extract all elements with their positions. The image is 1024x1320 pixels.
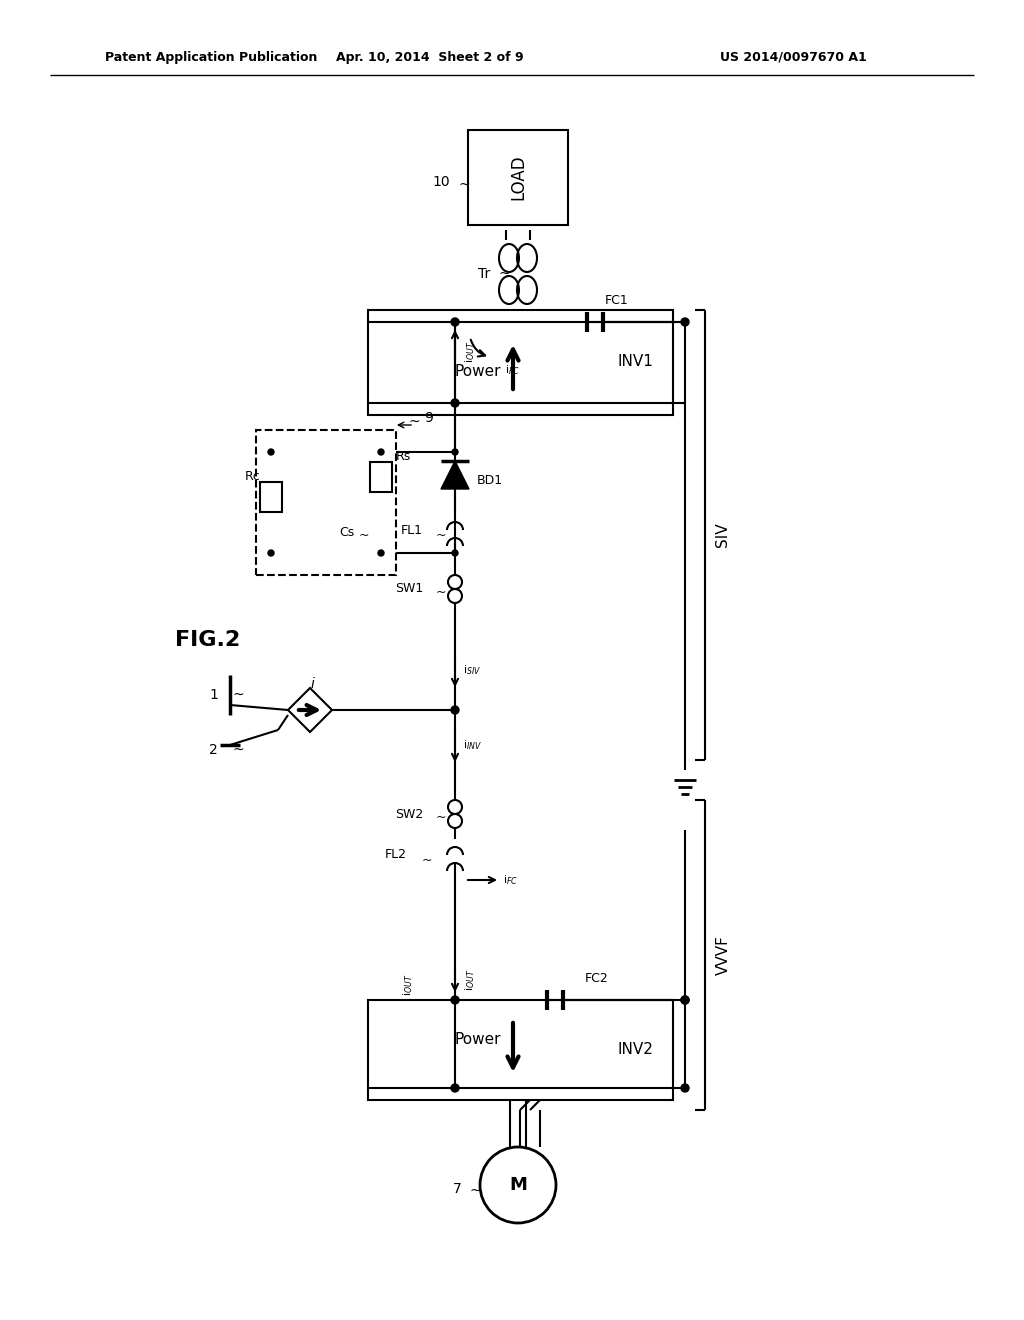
Circle shape: [451, 997, 459, 1005]
Text: i$_{INV}$: i$_{INV}$: [463, 738, 482, 752]
Circle shape: [681, 1084, 689, 1092]
Text: 9: 9: [424, 411, 433, 425]
Text: ~: ~: [232, 743, 244, 756]
Bar: [370, 462, 392, 492]
Text: ~: ~: [499, 267, 510, 281]
Text: i$_{OUT}$: i$_{OUT}$: [463, 341, 477, 363]
Text: Power: Power: [455, 364, 502, 380]
Text: ~: ~: [458, 178, 470, 191]
Text: SW2: SW2: [394, 808, 423, 821]
Text: FL2: FL2: [385, 849, 407, 862]
Text: FL1: FL1: [401, 524, 423, 536]
Bar: [260, 482, 282, 512]
Text: 2: 2: [209, 743, 218, 756]
Text: Rc: Rc: [246, 470, 261, 483]
Text: i$_{FC}$: i$_{FC}$: [505, 363, 520, 378]
Text: ~: ~: [469, 1184, 481, 1199]
Text: INV1: INV1: [617, 355, 653, 370]
Text: i$_{OUT}$: i$_{OUT}$: [463, 969, 477, 991]
Text: 7: 7: [454, 1181, 462, 1196]
Bar: [368, 310, 673, 414]
Text: M: M: [509, 1176, 527, 1195]
Text: Patent Application Publication: Patent Application Publication: [105, 50, 317, 63]
Text: i$_{FC}$: i$_{FC}$: [503, 873, 518, 887]
Text: i$_{SIV}$: i$_{SIV}$: [463, 663, 481, 677]
Text: INV2: INV2: [617, 1043, 653, 1057]
Text: Tr: Tr: [478, 267, 490, 281]
Polygon shape: [441, 461, 469, 488]
Circle shape: [451, 706, 459, 714]
Text: 1: 1: [209, 688, 218, 702]
Bar: [368, 1001, 673, 1100]
Circle shape: [451, 399, 459, 407]
Text: Apr. 10, 2014  Sheet 2 of 9: Apr. 10, 2014 Sheet 2 of 9: [336, 50, 524, 63]
Circle shape: [681, 318, 689, 326]
Text: Power: Power: [455, 1032, 502, 1048]
Text: ~: ~: [436, 810, 446, 824]
Text: ~: ~: [436, 586, 446, 598]
Text: 10: 10: [432, 176, 450, 189]
Text: BD1: BD1: [477, 474, 503, 487]
Circle shape: [268, 449, 274, 455]
Circle shape: [451, 1084, 459, 1092]
Circle shape: [681, 997, 689, 1005]
Text: i$_{OUT}$: i$_{OUT}$: [401, 974, 415, 997]
Text: ~: ~: [422, 854, 432, 866]
Text: ~: ~: [232, 688, 244, 702]
Circle shape: [452, 550, 458, 556]
Text: Rs: Rs: [396, 450, 412, 463]
Text: FC2: FC2: [585, 972, 608, 985]
Bar: [468, 129, 568, 224]
Text: ~: ~: [409, 414, 420, 429]
Circle shape: [451, 318, 459, 326]
Text: Cs: Cs: [339, 525, 354, 539]
Circle shape: [268, 550, 274, 556]
Circle shape: [378, 449, 384, 455]
Text: LOAD: LOAD: [509, 154, 527, 199]
Circle shape: [378, 550, 384, 556]
Text: VVVF: VVVF: [716, 935, 730, 975]
Text: ~: ~: [358, 528, 370, 541]
Text: US 2014/0097670 A1: US 2014/0097670 A1: [720, 50, 866, 63]
Text: FIG.2: FIG.2: [175, 630, 241, 649]
Text: SIV: SIV: [716, 523, 730, 548]
Text: ~: ~: [436, 528, 446, 541]
Text: SW1: SW1: [394, 582, 423, 595]
Text: i: i: [310, 677, 314, 690]
Bar: [256, 430, 396, 576]
Circle shape: [452, 449, 458, 455]
Circle shape: [681, 997, 689, 1005]
Text: FC1: FC1: [605, 293, 629, 306]
